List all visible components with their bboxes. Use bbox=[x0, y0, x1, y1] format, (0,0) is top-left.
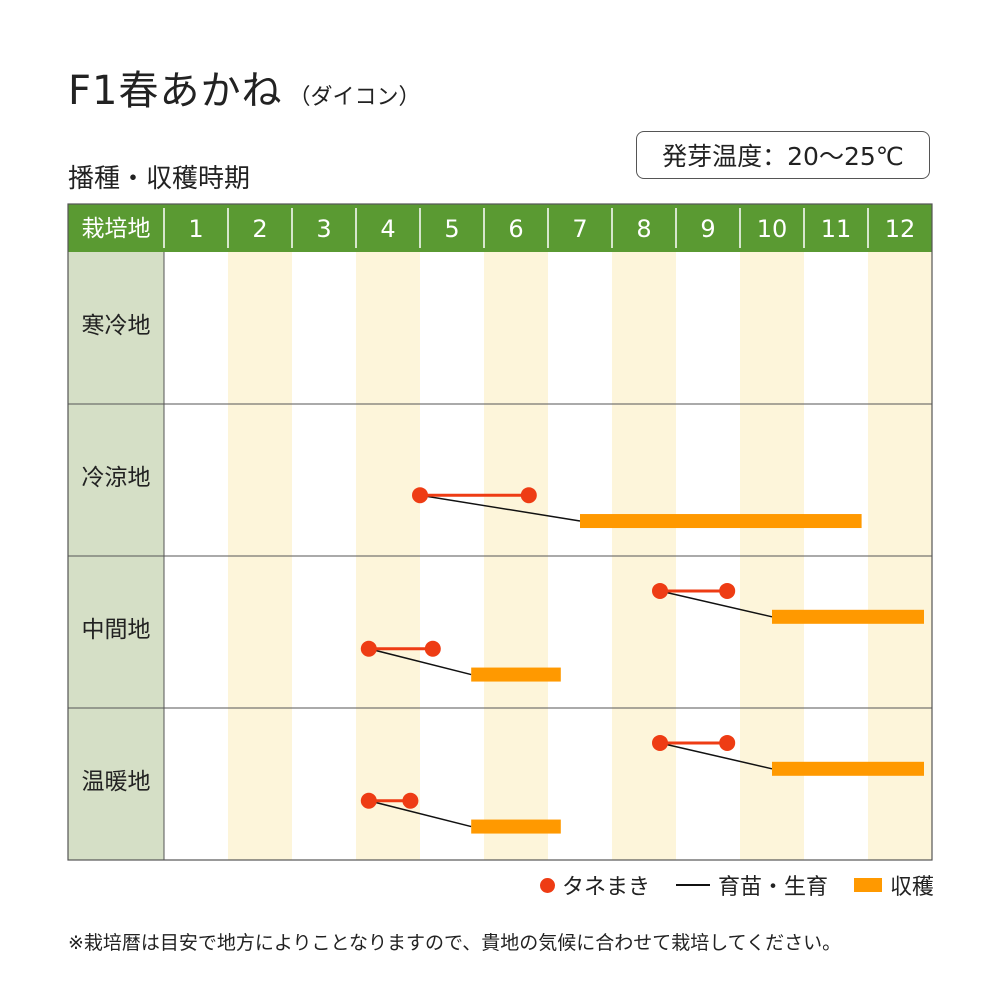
growth-line-2-1 bbox=[368, 647, 472, 676]
sowing-start-dot-1-0 bbox=[412, 487, 428, 504]
germination-temperature-box: 発芽温度：20〜25℃ bbox=[636, 131, 930, 179]
sowing-start-dot-2-0 bbox=[652, 582, 668, 599]
month-header-10: 10 bbox=[757, 215, 788, 243]
growth-line-3-0 bbox=[659, 742, 773, 770]
month-header-1: 1 bbox=[188, 215, 203, 243]
sowing-start-dot-2-1 bbox=[360, 640, 377, 657]
month-header-6: 6 bbox=[508, 215, 523, 243]
legend-growing-label: 育苗・生育 bbox=[717, 875, 828, 900]
germination-temperature-text: 発芽温度：20〜25℃ bbox=[662, 142, 904, 171]
month-header-9: 9 bbox=[700, 215, 715, 243]
region-label-3: 温暖地 bbox=[82, 769, 151, 795]
month-header-11: 11 bbox=[821, 215, 852, 243]
harvest-bar-3-1 bbox=[471, 819, 561, 834]
growth-line-3-1 bbox=[368, 799, 472, 828]
legend-item-growing: 育苗・生育 bbox=[675, 869, 828, 901]
harvest-bar-1-0 bbox=[580, 514, 862, 529]
legend-harvest-label: 収穫 bbox=[889, 875, 934, 900]
legend-sowing-dot-icon bbox=[539, 877, 555, 893]
chart-title-row: F1春あかね （ダイコン） bbox=[68, 58, 420, 116]
sowing-end-dot-3-0 bbox=[719, 734, 736, 751]
legend: タネまき 育苗・生育 収穫 bbox=[510, 868, 934, 902]
section-title: 播種・収穫時期 bbox=[68, 164, 251, 194]
month-header-5: 5 bbox=[444, 215, 459, 243]
region-label-2: 中間地 bbox=[82, 617, 151, 643]
harvest-bar-2-1 bbox=[471, 667, 561, 682]
sowing-end-dot-2-1 bbox=[424, 640, 441, 657]
growth-line-2-0 bbox=[659, 590, 773, 618]
legend-growing-line-icon bbox=[675, 884, 710, 886]
month-header-4: 4 bbox=[380, 215, 395, 243]
header-bar bbox=[68, 204, 932, 252]
harvest-bar-3-0 bbox=[772, 761, 924, 776]
footnote: ※栽培暦は目安で地方によりことなりますので、貴地の気候に合わせて栽培してください… bbox=[68, 932, 842, 954]
growth-line-1-0 bbox=[419, 494, 581, 522]
month-header-12: 12 bbox=[885, 215, 916, 243]
sowing-end-dot-3-1 bbox=[402, 792, 419, 809]
chart-border bbox=[67, 203, 933, 861]
region-label-1: 冷涼地 bbox=[82, 465, 151, 491]
sowing-start-dot-3-0 bbox=[652, 734, 668, 751]
legend-item-sowing: タネまき bbox=[539, 869, 650, 901]
header-label: 栽培地 bbox=[82, 216, 151, 242]
harvest-bar-2-0 bbox=[772, 609, 924, 624]
page-subtitle: （ダイコン） bbox=[288, 85, 421, 110]
month-header-7: 7 bbox=[572, 215, 587, 243]
legend-sowing-label: タネまき bbox=[561, 875, 650, 900]
month-header-3: 3 bbox=[316, 215, 331, 243]
region-label-0: 寒冷地 bbox=[82, 313, 151, 339]
legend-harvest-bar-icon bbox=[853, 878, 882, 892]
sowing-end-dot-2-0 bbox=[719, 582, 736, 599]
sowing-start-dot-3-1 bbox=[360, 792, 377, 809]
month-header-8: 8 bbox=[636, 215, 651, 243]
sowing-end-dot-1-0 bbox=[520, 487, 537, 504]
page-title: F1春あかね bbox=[68, 68, 283, 114]
month-header-2: 2 bbox=[252, 215, 267, 243]
legend-item-harvest: 収穫 bbox=[853, 869, 934, 901]
